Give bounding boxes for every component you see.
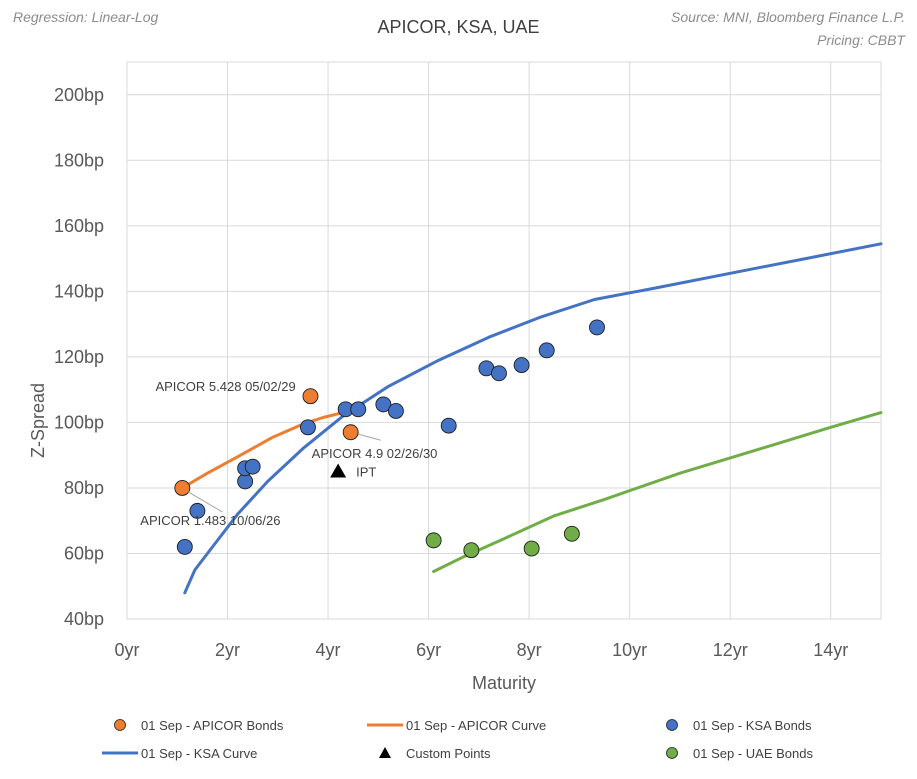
y-tick-label: 100bp	[54, 412, 104, 432]
gridlines	[126, 61, 882, 620]
bond-point	[350, 401, 367, 418]
y-tick-label: 200bp	[54, 85, 104, 105]
bond-point	[523, 540, 540, 557]
label-leader-line	[358, 433, 381, 441]
bond-point	[491, 365, 507, 382]
y-tick-label: 60bp	[64, 543, 104, 563]
bond-point	[342, 424, 359, 441]
legend-label: Custom Points	[406, 746, 491, 761]
series-line	[432, 411, 883, 573]
bond-point	[440, 417, 457, 434]
y-tick-label: 120bp	[54, 347, 104, 367]
legend-label: 01 Sep - APICOR Curve	[406, 718, 546, 733]
x-tick-label: 14yr	[813, 640, 848, 660]
bond-point	[425, 532, 442, 549]
x-axis-title: Maturity	[472, 673, 536, 693]
legend-label: 01 Sep - KSA Curve	[141, 746, 257, 761]
data-points	[174, 319, 605, 559]
bond-point	[387, 402, 404, 419]
source-note: Source: MNI, Bloomberg Finance L.P.	[671, 9, 905, 25]
axes: 40bp 60bp 80bp 100bp 120bp 140bp 160bp 180bp 200…	[28, 85, 848, 693]
legend-swatch-circle	[114, 719, 126, 731]
bond-point	[463, 542, 480, 559]
bond-point	[538, 342, 555, 359]
bond-point	[563, 525, 580, 542]
curves	[180, 242, 883, 595]
x-tick-label: 0yr	[114, 640, 139, 660]
bond-point	[375, 396, 392, 413]
series-line	[180, 411, 345, 490]
bond-point	[300, 419, 316, 436]
label-leader-line	[188, 491, 223, 513]
chart-title: APICOR, KSA, UAE	[377, 17, 540, 37]
legend-swatch-circle	[666, 719, 678, 731]
legend-label: 01 Sep - KSA Bonds	[693, 718, 812, 733]
bond-point	[244, 458, 261, 475]
regression-note: Regression: Linear-Log	[13, 9, 159, 25]
x-tick-label: 12yr	[713, 640, 748, 660]
legend-label: 01 Sep - APICOR Bonds	[141, 718, 284, 733]
legend-swatch-triangle	[379, 747, 391, 758]
series-line	[183, 242, 883, 595]
legend-swatch-circle	[666, 747, 678, 759]
y-tick-label: 80bp	[64, 478, 104, 498]
x-tick-label: 6yr	[416, 640, 441, 660]
plot-frame	[126, 61, 882, 620]
y-tick-label: 40bp	[64, 609, 104, 629]
y-tick-label: 160bp	[54, 216, 104, 236]
point-label: IPT	[356, 465, 376, 480]
bond-point	[176, 538, 193, 555]
x-tick-label: 2yr	[215, 640, 240, 660]
bond-point	[174, 479, 191, 496]
legend: 01 Sep - APICOR Bonds 01 Sep - APICOR Cur…	[102, 718, 813, 761]
bond-point	[513, 357, 530, 374]
legend-label: 01 Sep - UAE Bonds	[693, 746, 813, 761]
x-tick-label: 10yr	[612, 640, 647, 660]
bond-point	[589, 319, 605, 336]
point-label: APICOR 1.483 10/06/26	[140, 513, 280, 528]
annotations: APICOR 1.483 10/06/26 APICOR 5.428 05/02/…	[140, 379, 437, 528]
y-tick-label: 180bp	[54, 150, 104, 170]
custom-point-marker	[330, 463, 347, 478]
bond-point	[189, 502, 206, 519]
y-axis-title: Z-Spread	[28, 383, 48, 458]
y-tick-label: 140bp	[54, 281, 104, 301]
x-tick-label: 8yr	[517, 640, 542, 660]
bond-point	[302, 388, 319, 405]
pricing-note: Pricing: CBBT	[817, 32, 905, 48]
point-label: APICOR 4.9 02/26/30	[312, 446, 438, 461]
x-tick-label: 4yr	[316, 640, 341, 660]
point-label: APICOR 5.428 05/02/29	[155, 379, 295, 394]
